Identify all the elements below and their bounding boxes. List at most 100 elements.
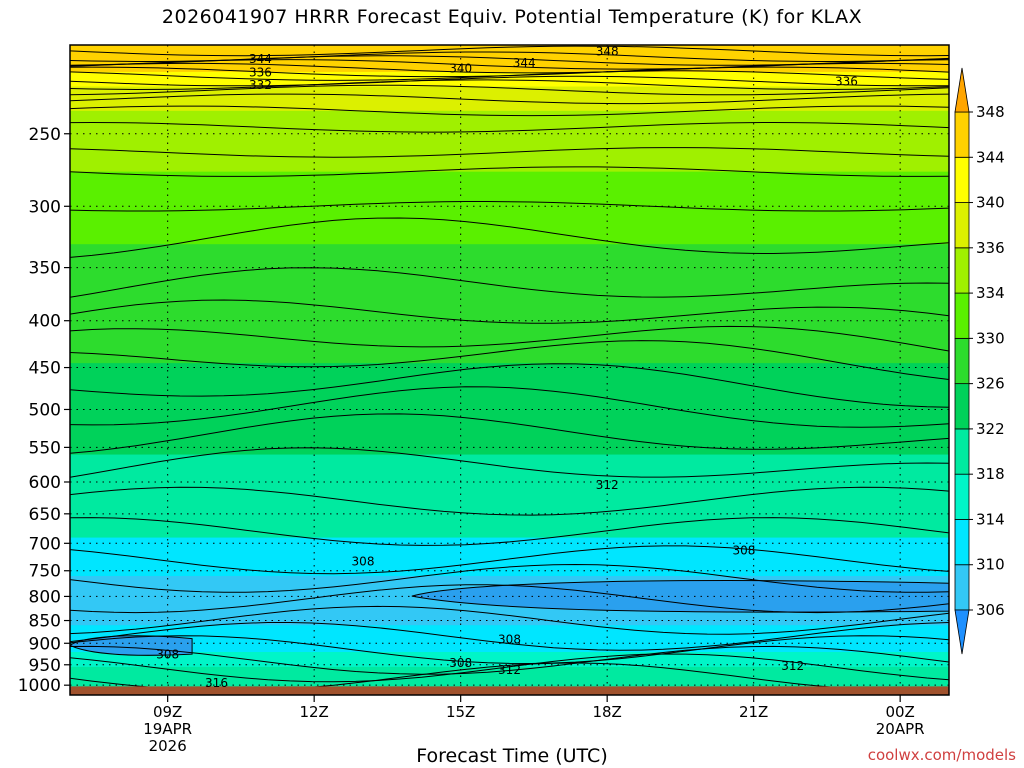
colorbar-segment-7	[954, 247, 970, 294]
contour-line-30	[70, 605, 949, 635]
contour-label-344-1: 344	[249, 52, 272, 66]
contour-line-7	[70, 75, 949, 87]
shading-band-8	[70, 537, 949, 577]
colorbar-extend-min	[954, 609, 970, 655]
contour-label-text: 344	[513, 56, 536, 70]
colorbar-segment-8	[954, 202, 970, 249]
colorbar-label-334: 334	[976, 284, 1005, 302]
colorbar-segment-5	[954, 337, 970, 385]
shading-band-5	[70, 244, 949, 364]
colorbar-label-330: 330	[976, 329, 1005, 347]
contour-label-312-13: 312	[498, 663, 521, 677]
x-tick-label-24-1: 20APR	[876, 720, 925, 738]
contour-line-22	[70, 386, 949, 428]
shading-band-1	[70, 71, 949, 88]
colorbar-label-326: 326	[976, 375, 1005, 393]
contour-line-8	[70, 79, 949, 91]
contour-line-34	[70, 653, 949, 683]
contour-label-308-9: 308	[732, 544, 755, 558]
contour-line-16	[70, 217, 949, 258]
y-tick-label-600: 600	[29, 473, 61, 493]
colorbar-label-348: 348	[976, 103, 1005, 121]
contour-line-24	[70, 447, 949, 478]
contour-line-14	[70, 166, 949, 177]
shading-band-6	[70, 363, 949, 456]
contour-label-text: 308	[498, 632, 521, 646]
contour-line-11	[70, 105, 949, 117]
contour-line-0	[70, 45, 949, 57]
colorbar-segment-1	[954, 519, 970, 566]
shading-band-7	[70, 454, 949, 539]
contour-label-340-3: 340	[449, 62, 472, 76]
colorbar-label-344: 344	[976, 148, 1005, 166]
colorbar-segment-3	[954, 428, 970, 475]
contour-label-332-6: 332	[249, 78, 272, 92]
contour-label-text: 308	[732, 544, 755, 558]
colorbar-segment-10	[954, 111, 970, 158]
x-axis-label: Forecast Time (UTC)	[416, 745, 608, 767]
colorbar-label-318: 318	[976, 465, 1005, 483]
y-tick-label-850: 850	[29, 612, 61, 632]
contour-label-text: 312	[596, 478, 619, 492]
y-tick-label-900: 900	[29, 634, 61, 654]
credit-text: coolwx.com/models	[867, 746, 1016, 764]
contour-label-308-8: 308	[352, 555, 375, 569]
contour-label-text: 348	[596, 44, 619, 58]
contour-line-31	[70, 622, 949, 651]
contour-label-text: 332	[249, 78, 272, 92]
y-tick-label-450: 450	[29, 359, 61, 379]
contour-line-19	[70, 325, 949, 352]
y-tick-label-750: 750	[29, 562, 61, 582]
x-tick-label-12-0: 12Z	[299, 703, 328, 721]
y-tick-label-350: 350	[29, 259, 61, 279]
contour-label-316-15: 316	[205, 676, 228, 690]
contour-label-312-14: 312	[781, 659, 804, 673]
y-tick-label-400: 400	[29, 312, 61, 332]
colorbar-label-322: 322	[976, 420, 1005, 438]
contour-label-text: 340	[449, 62, 472, 76]
colorbar: 306 310 314 318 322 326 330 334 336 340 344 348	[954, 67, 1005, 655]
contour-label-text: 308	[156, 648, 179, 662]
contour-line-26	[70, 517, 949, 546]
contour-line-20	[70, 340, 949, 380]
contour-label-308-11: 308	[156, 648, 179, 662]
contour-label-text: 344	[249, 52, 272, 66]
y-tick-label-800: 800	[29, 587, 61, 607]
low-theta-e-pocket-0	[411, 580, 949, 613]
shading-band-4	[70, 171, 949, 245]
contour-label-text: 336	[835, 75, 858, 89]
colorbar-segment-9	[954, 156, 970, 203]
contour-line-27	[70, 545, 949, 575]
contour-line-10	[70, 93, 949, 105]
colorbar-label-314: 314	[976, 510, 1005, 528]
y-tick-label-1000: 1000	[18, 676, 61, 696]
y-tick-label-550: 550	[29, 438, 61, 458]
contour-line-29	[70, 584, 949, 614]
colorbar-label-336: 336	[976, 239, 1005, 257]
contour-label-text: 312	[498, 663, 521, 677]
contour-label-336-4: 336	[249, 65, 272, 79]
colorbar-label-340: 340	[976, 194, 1005, 212]
contour-label-308-12: 308	[449, 656, 472, 670]
contour-line-25	[70, 486, 949, 516]
contour-label-text: 312	[781, 659, 804, 673]
x-tick-label-24-0: 00Z	[885, 703, 914, 721]
plot-frame	[69, 44, 950, 696]
y-tick-label-500: 500	[29, 400, 61, 420]
contour-line-33	[70, 645, 949, 675]
surface-terrain	[70, 686, 949, 695]
colorbar-segment-0	[954, 564, 970, 611]
contour-label-336-5: 336	[835, 75, 858, 89]
y-tick-label-950: 950	[29, 656, 61, 676]
contour-line-4	[70, 62, 949, 74]
contour-line-12	[70, 121, 949, 133]
contour-label-348-0: 348	[596, 44, 619, 58]
y-tick-label-250: 250	[29, 125, 61, 145]
contour-label-text: 308	[352, 555, 375, 569]
contour-line-13	[70, 147, 949, 158]
contour-label-text: 316	[205, 676, 228, 690]
x-tick-label-9-0: 09Z	[153, 703, 182, 721]
y-tick-label-700: 700	[29, 534, 61, 554]
